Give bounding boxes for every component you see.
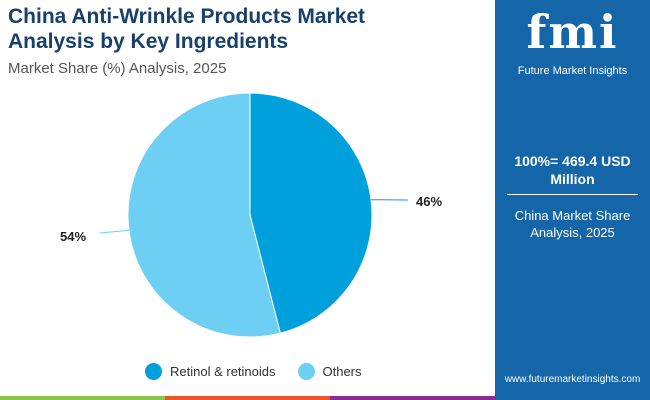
footer-bar-green xyxy=(0,396,165,400)
divider xyxy=(507,194,638,195)
page-title: China Anti-Wrinkle Products Market Analy… xyxy=(8,5,366,53)
data-label-retinol: 46% xyxy=(416,194,443,209)
fmi-logo: fmi xyxy=(526,5,619,59)
footer-bar-blue xyxy=(495,396,650,400)
legend-item-others: Others xyxy=(297,363,362,380)
legend-label: Retinol & retinoids xyxy=(170,364,276,379)
pie-slice-0 xyxy=(249,92,373,334)
legend-swatch xyxy=(145,363,162,380)
pie-chart xyxy=(99,92,409,338)
page-subtitle: Market Share (%) Analysis, 2025 xyxy=(8,60,227,77)
website-link[interactable]: www.futuremarketinsights.com xyxy=(504,374,641,385)
share-label: China Market Share Analysis, 2025 xyxy=(514,208,631,240)
legend-label: Others xyxy=(322,364,362,379)
leader-line-1 xyxy=(99,229,130,234)
legend-swatch xyxy=(297,363,315,380)
market-total: 100%= 469.4 USD Million xyxy=(514,153,631,187)
legend-item-retinol: Retinol & retinoids xyxy=(145,363,276,380)
pie-slice-1 xyxy=(127,92,281,338)
info-panel: fmi Future Market Insights 100%= 469.4 U… xyxy=(495,0,650,396)
data-label-others: 54% xyxy=(60,229,87,244)
footer-bar-orange xyxy=(165,396,330,400)
footer-bar-purple xyxy=(330,396,495,400)
legend: Retinol & retinoids Others xyxy=(145,363,362,380)
brand-name: Future Market Insights xyxy=(517,65,628,77)
